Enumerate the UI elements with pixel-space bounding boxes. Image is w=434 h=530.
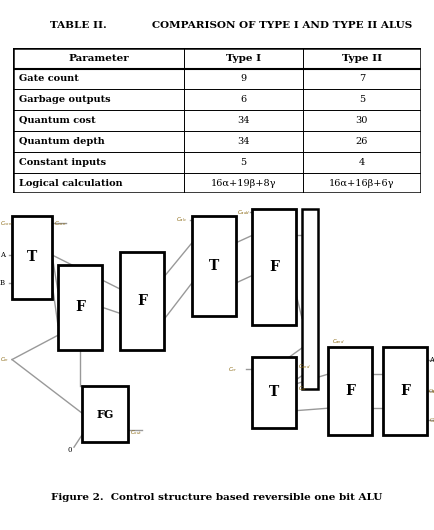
- Bar: [12, 216, 52, 299]
- Text: FG: FG: [96, 409, 114, 420]
- Text: 30: 30: [355, 116, 368, 125]
- Text: $C_{con}$: $C_{con}$: [54, 219, 66, 228]
- Text: $C_{cr}$: $C_{cr}$: [228, 365, 238, 374]
- Text: 7: 7: [358, 74, 365, 83]
- Text: F: F: [345, 384, 355, 398]
- Text: Output: Output: [429, 388, 434, 394]
- Text: 34: 34: [237, 116, 250, 125]
- Text: Constant inputs: Constant inputs: [19, 158, 106, 167]
- Bar: [252, 209, 296, 325]
- Bar: [192, 216, 236, 316]
- Text: T: T: [209, 259, 219, 273]
- Text: Type I: Type I: [226, 54, 261, 63]
- Text: F: F: [400, 384, 410, 398]
- Text: B: B: [0, 279, 5, 287]
- Text: 5: 5: [240, 158, 247, 167]
- Bar: [58, 264, 102, 350]
- Text: Figure 2.  Control structure based reversible one bit ALU: Figure 2. Control structure based revers…: [51, 492, 383, 501]
- Text: 5: 5: [359, 95, 365, 104]
- Text: Quantum cost: Quantum cost: [19, 116, 96, 125]
- Bar: [328, 347, 372, 435]
- Bar: [82, 386, 128, 442]
- Text: $C_{or}$: $C_{or}$: [298, 384, 308, 393]
- Text: COMPARISON OF TYPE I AND TYPE II ALUS: COMPARISON OF TYPE I AND TYPE II ALUS: [152, 21, 412, 30]
- Text: 34: 34: [237, 137, 250, 146]
- Text: $C_{in}$: $C_{in}$: [0, 355, 9, 364]
- Text: Garbage $|C_m$: Garbage $|C_m$: [429, 416, 434, 425]
- Bar: [383, 347, 427, 435]
- Text: 4: 4: [358, 158, 365, 167]
- Text: Type II: Type II: [342, 54, 382, 63]
- Text: $C_{and}$: $C_{and}$: [298, 363, 311, 372]
- Text: F: F: [137, 294, 147, 308]
- Text: Garbage outputs: Garbage outputs: [19, 95, 111, 104]
- Text: T: T: [269, 385, 279, 400]
- Text: A: A: [429, 356, 434, 364]
- Text: 16α+16β+6γ: 16α+16β+6γ: [329, 179, 395, 188]
- Text: Logical calculation: Logical calculation: [19, 179, 123, 188]
- Text: $C_{and}$: $C_{and}$: [332, 337, 345, 346]
- Text: F: F: [269, 260, 279, 274]
- Text: 0: 0: [68, 446, 72, 454]
- Text: Quantum depth: Quantum depth: [19, 137, 105, 146]
- Text: 6: 6: [240, 95, 247, 104]
- Text: TABLE II.: TABLE II.: [50, 21, 106, 30]
- Text: 9: 9: [240, 74, 247, 83]
- Text: Gate count: Gate count: [19, 74, 79, 83]
- Text: $C_{con}$: $C_{con}$: [0, 219, 13, 228]
- Text: A: A: [0, 251, 5, 259]
- Text: $C_{out}$: $C_{out}$: [130, 428, 142, 437]
- Bar: [120, 252, 164, 350]
- Text: F: F: [75, 300, 85, 314]
- Bar: [252, 357, 296, 428]
- Text: $C_{alc}$: $C_{alc}$: [176, 215, 187, 224]
- Text: T: T: [27, 250, 37, 264]
- Text: 16α+19β+8γ: 16α+19β+8γ: [211, 179, 276, 188]
- Text: Parameter: Parameter: [68, 54, 129, 63]
- Text: 26: 26: [355, 137, 368, 146]
- Text: $C_{add}$: $C_{add}$: [237, 208, 250, 217]
- Bar: [302, 209, 318, 389]
